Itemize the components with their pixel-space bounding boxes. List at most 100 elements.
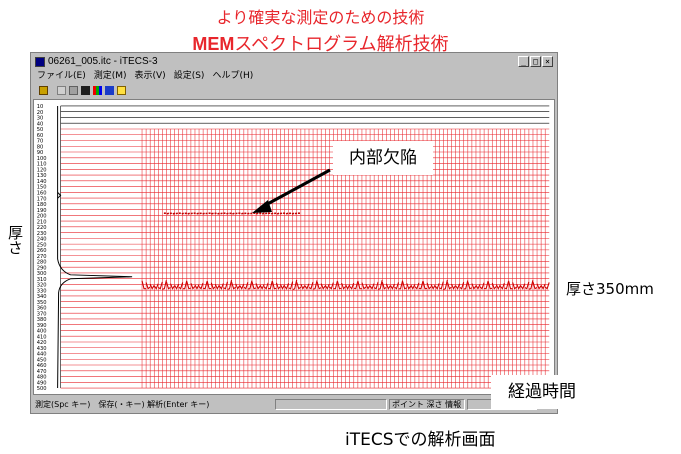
depth-tick-label: 230 <box>37 231 47 237</box>
backwall-mark <box>443 279 448 291</box>
thickness-value-label: 厚さ350mm <box>566 280 654 298</box>
chart-icon[interactable] <box>105 85 114 95</box>
depth-tick-label: 300 <box>37 271 47 277</box>
depth-ticks: 1020304050607080901001101201301401501601… <box>37 104 47 392</box>
backwall-mark <box>202 281 208 290</box>
minimize-button[interactable]: _ <box>518 56 529 67</box>
menu-help[interactable]: ヘルプ(H) <box>212 71 254 81</box>
backwall-mark <box>385 283 391 290</box>
backwall-mark <box>178 282 184 290</box>
menu-view[interactable]: 表示(V) <box>134 71 166 81</box>
depth-tick-label: 200 <box>37 214 47 220</box>
open-folder-icon[interactable] <box>39 85 48 95</box>
scale-icon[interactable] <box>69 85 78 95</box>
grid-icon[interactable] <box>81 85 90 95</box>
backwall-mark <box>218 283 224 290</box>
defect-mark <box>232 212 235 215</box>
backwall-mark <box>263 282 269 290</box>
backwall-mark <box>422 280 428 290</box>
backwall-mark <box>255 283 261 290</box>
backwall-mark <box>247 280 253 290</box>
depth-tick-label: 380 <box>37 317 47 323</box>
depth-tick-label: 460 <box>37 363 47 369</box>
backwall-mark <box>410 284 416 290</box>
depth-tick-label: 90 <box>37 150 44 156</box>
backwall-mark <box>378 280 383 290</box>
backwall-mark <box>369 283 375 290</box>
defect-mark <box>217 212 220 215</box>
waveform-trace-small <box>57 192 62 199</box>
backwall-mark <box>231 282 236 290</box>
defect-arrowhead <box>252 200 272 213</box>
title-bar[interactable]: 06261_005.itc - iTECS-3 _ □ × <box>33 55 555 69</box>
depth-tick-label: 290 <box>37 265 47 271</box>
depth-tick-label: 80 <box>37 144 44 150</box>
backwall-mark <box>316 281 322 290</box>
backwall-mark <box>491 282 497 290</box>
elapsed-time-label: 経過時間 <box>491 375 593 409</box>
backwall-mark <box>259 284 265 290</box>
backwall-mark <box>300 283 306 290</box>
backwall-mark <box>170 283 175 290</box>
defect-mark <box>211 212 214 215</box>
depth-tick-label: 490 <box>37 380 47 386</box>
backwall-mark <box>414 282 420 290</box>
window-controls: _ □ × <box>518 56 553 67</box>
depth-tick-label: 450 <box>37 357 47 363</box>
backwall-mark <box>471 283 477 290</box>
backwall-mark <box>475 284 481 290</box>
defect-mark <box>196 212 199 215</box>
backwall-mark <box>349 282 355 290</box>
backwall-mark <box>484 280 489 290</box>
depth-tick-label: 60 <box>37 133 44 139</box>
depth-tick-label: 120 <box>37 167 47 173</box>
backwall-mark <box>406 283 412 290</box>
depth-tick-label: 20 <box>37 110 44 116</box>
defect-arrow <box>261 168 331 209</box>
backwall-mark <box>296 282 302 290</box>
defect-mark <box>247 212 250 215</box>
print-icon[interactable] <box>57 85 66 95</box>
depth-tick-label: 280 <box>37 260 47 266</box>
backwall-mark <box>345 284 351 290</box>
depth-tick-label: 270 <box>37 254 47 260</box>
backwall-mark <box>275 282 281 290</box>
backwall-mark <box>495 284 501 290</box>
backwall-mark <box>198 282 204 290</box>
depth-tick-label: 110 <box>37 162 47 168</box>
backwall-mark <box>463 280 469 290</box>
menu-file[interactable]: ファイル(E) <box>37 71 86 81</box>
depth-tick-label: 420 <box>37 340 47 346</box>
depth-tick-label: 220 <box>37 225 47 231</box>
backwall-mark <box>235 283 241 290</box>
backwall-mark <box>165 281 171 290</box>
close-button[interactable]: × <box>542 56 553 67</box>
backwall-mark <box>381 281 387 290</box>
help-icon[interactable] <box>117 85 126 95</box>
menu-measure[interactable]: 測定(M) <box>93 71 127 81</box>
rgb-icon[interactable] <box>93 85 102 95</box>
depth-tick-label: 240 <box>37 237 47 243</box>
backwall-mark <box>532 281 538 290</box>
maximize-button[interactable]: □ <box>530 56 541 67</box>
backwall-mark <box>446 282 452 290</box>
depth-tick-label: 180 <box>37 202 47 208</box>
backwall-mark <box>223 281 228 290</box>
depth-tick-label: 10 <box>37 104 44 110</box>
backwall-mark <box>544 282 550 290</box>
backwall-mark <box>288 281 294 290</box>
backwall-mark <box>479 282 485 290</box>
heading-mem: MEM <box>192 34 235 54</box>
status-hint: 測定(Spc キー) 保存(・キー) 解析(Enter キー) <box>35 400 210 409</box>
backwall-mark <box>508 280 513 290</box>
menu-settings[interactable]: 設定(S) <box>173 71 205 81</box>
depth-tick-label: 480 <box>37 375 47 381</box>
backwall-mark <box>504 281 509 290</box>
depth-tick-label: 170 <box>37 196 47 202</box>
depth-tick-label: 440 <box>37 352 47 358</box>
backwall-mark <box>418 281 424 290</box>
depth-tick-label: 100 <box>37 156 47 162</box>
depth-tick-label: 210 <box>37 219 47 225</box>
defect-mark <box>166 212 170 215</box>
